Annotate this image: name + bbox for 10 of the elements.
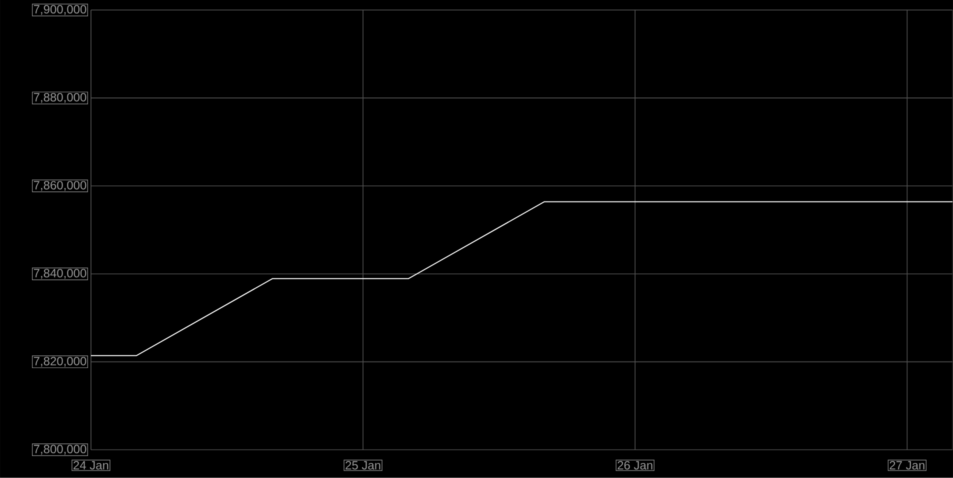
x-tick-label: 27 Jan xyxy=(890,461,924,470)
y-tick-label: 7,800,000 xyxy=(34,444,86,455)
x-tick-label: 26 Jan xyxy=(618,461,652,470)
y-tick-label: 7,820,000 xyxy=(34,356,86,367)
x-tick-label: 24 Jan xyxy=(74,461,108,470)
y-tick-label: 7,900,000 xyxy=(34,5,86,16)
x-tick-label: 25 Jan xyxy=(346,461,380,470)
y-tick-label: 7,880,000 xyxy=(34,93,86,104)
y-tick-label: 7,840,000 xyxy=(34,269,86,279)
y-tick-label: 7,860,000 xyxy=(34,181,86,191)
